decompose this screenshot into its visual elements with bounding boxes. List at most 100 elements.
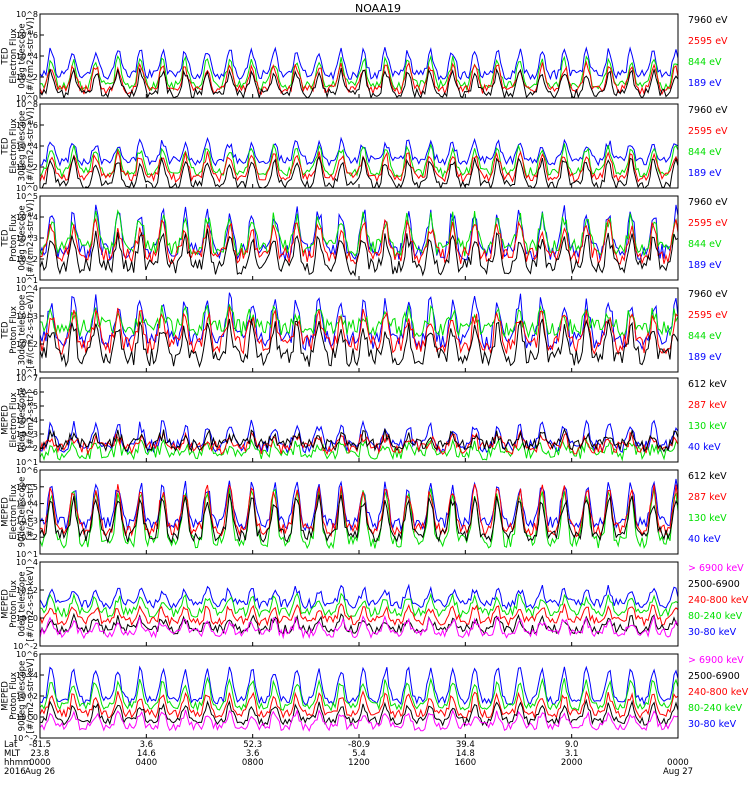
legend-item: 612 keV [688,471,727,482]
panel-2-series-red [40,149,678,184]
legend-item: 189 eV [688,260,722,271]
legend-item: 80-240 keV [688,703,743,714]
y-tick-label: 10^2 [16,163,38,172]
panel-4-series-red [40,306,678,356]
y-axis-label: TEDProton Flux0deg telescope[#/(cm2-s-st… [0,200,36,277]
x-hhmm-label: 2000 [561,758,583,768]
y-tick-label: 10^0 [16,713,38,722]
x-mlt-label: 5.4 [352,749,366,759]
y-axis-label: TEDElectron Flux0deg telescope[#/(cm2-s-… [0,18,36,95]
y-tick-label: 10^1 [16,368,38,377]
legend-item: 40 keV [688,534,721,545]
y-tick-label: 10^0 [16,94,38,103]
panel-8-series-blue [40,665,678,707]
y-tick-label: 10^1 [16,276,38,285]
y-axis-label: TEDElectron Flux30deg telescope[#/(cm2-s… [0,108,36,185]
y-tick-label: 10^2 [16,692,38,701]
legend-item: 2595 eV [688,36,728,47]
x-lat-label: 3.6 [140,740,154,750]
y-tick-label: 10^6 [16,466,38,475]
panel-6-series-black [40,493,678,544]
panel-7-series-magenta [40,614,678,640]
legend-item: > 6900 keV [688,655,744,666]
x-lat-label: 39.4 [456,740,475,750]
panel-4-series [40,292,678,368]
y-tick-label: 10^0 [16,614,38,623]
x-hhmm-label: 0400 [136,758,158,768]
x-date-label: Aug 26 [25,767,55,777]
y-tick-label: 10^6 [16,121,38,130]
panel-1-series-red [40,60,678,96]
panel-1-series-green [40,54,678,92]
panel-6: 10^1 10^2 10^3 10^4 10^5 10^6 MEPEDElectron Fl… [0,466,727,559]
y-tick-label: 10^6 [16,650,38,659]
y-tick-label: 10^2 [16,586,38,595]
y-tick-label: 10^7 [16,374,38,383]
legend-item: 612 keV [688,379,727,390]
y-tick-label: 10^3 [16,234,38,243]
y-tick-label: 10^5 [16,483,38,492]
panel-7-series [40,583,678,640]
legend-item: 2595 eV [688,126,728,137]
panel-7-series-red [40,603,678,627]
panel-8-series [40,665,678,733]
legend-item: 844 eV [688,147,722,158]
y-tick-label: 10^8 [16,10,38,19]
panel-5-series-black [40,428,678,453]
legend-item: 2595 eV [688,310,728,321]
panel-5-series-green [40,438,678,462]
x-hhmm-label: 0000 [667,758,689,768]
y-tick-label: 10^1 [16,458,38,467]
panel-3-series [40,204,678,277]
x-lat-label: -80.9 [348,740,370,750]
y-tick-label: 10^4 [16,558,38,567]
y-tick-label: 10^2 [16,255,38,264]
y-tick-label: 10^1 [16,550,38,559]
legend-item: 2500-6900 [688,671,740,682]
x-hhmm-label: 1600 [455,758,477,768]
legend-item: 7960 eV [688,197,728,208]
legend-item: 2500-6900 [688,579,740,590]
x-hhmm-label: 1200 [348,758,370,768]
y-tick-label: 10^0 [16,184,38,193]
panel-5-series [40,419,678,462]
y-tick-label: 10^4 [16,142,38,151]
y-axis-label: TEDProton Flux30deg telescope[#/(cm2-s-s… [0,292,36,369]
panel-2-series-blue [40,136,678,167]
legend-item: 189 eV [688,352,722,363]
y-tick-label: 10^4 [16,671,38,680]
panel-8-series-green [40,676,678,712]
panel-2-series-black [41,154,678,188]
x-lat-label: -81.5 [29,740,51,750]
legend-item: 80-240 keV [688,611,743,622]
y-tick-label: 10^-2 [13,642,38,651]
y-tick-label: 10^3 [16,516,38,525]
legend-item: 2595 eV [688,218,728,229]
legend-item: 189 eV [688,168,722,179]
y-tick-label: 10^4 [16,500,38,509]
x-row-label: Lat [4,740,18,750]
y-tick-label: 10^6 [16,31,38,40]
panel-4-frame [39,287,679,373]
x-hhmm-label: 0800 [242,758,264,768]
panel-8-series-magenta [40,708,678,733]
legend-item: 7960 eV [688,15,728,26]
y-axis-label: MEPEDElectron Flux0deg telescope[#/cm2-s… [0,387,36,452]
y-tick-label: 10^2 [16,533,38,542]
legend-item: 30-80 keV [688,719,737,730]
y-tick-label: 10^8 [16,100,38,109]
x-row-label: MLT [4,749,21,759]
figure-title: NOAA19 [355,2,401,15]
y-tick-label: 10^3 [16,430,38,439]
legend-item: 287 keV [688,400,727,411]
y-axis-label: MEPEDProton Flux0deg telescope[#/cm2-s-s… [0,567,36,642]
x-row-label: 2016 [4,767,26,777]
y-tick-label: 10^-2 [13,734,38,743]
y-tick-label: 10^4 [16,52,38,61]
